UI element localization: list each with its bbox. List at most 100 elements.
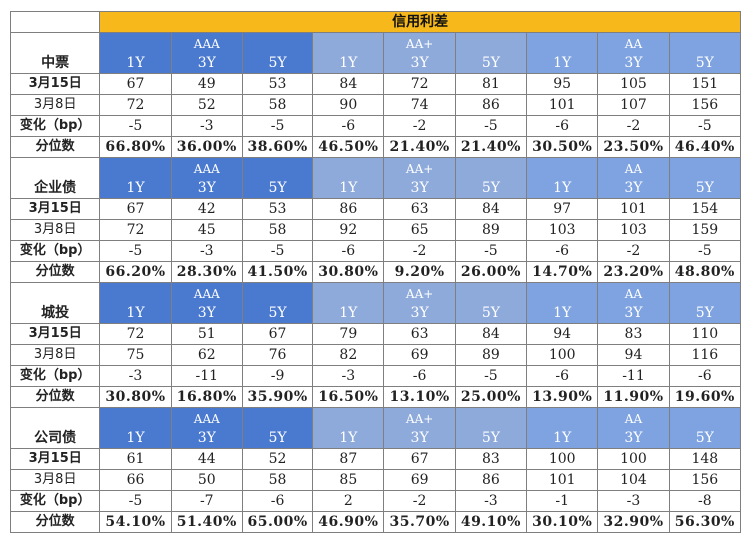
value-cell: 50 — [170, 469, 243, 491]
tenor-label: 5Y — [695, 55, 714, 71]
group-header-row: 公司债 1Y AAA 3Y 5Y 1Y AA+ 3Y 5Y 1Y AA 3Y 5Y — [9, 407, 742, 449]
value-cell: 103 — [526, 219, 599, 241]
value-cell: 72 — [99, 94, 172, 116]
value-cell: 14.70% — [526, 261, 599, 283]
value-cell: 62 — [170, 344, 243, 366]
value-cell: 66.80% — [99, 136, 172, 158]
row-label-current: 3月15日 — [9, 73, 101, 95]
rating-label-spacer — [528, 284, 597, 304]
value-cell: 84 — [312, 73, 385, 95]
tenor-header-aa-1: 1Y — [526, 282, 599, 324]
title-blank-cell — [9, 11, 101, 33]
rating-label-spacer — [101, 159, 170, 179]
rating-label-aa-plus: AA+ — [405, 412, 434, 426]
value-cell: -3 — [597, 490, 670, 512]
value-cell: 30.50% — [526, 136, 599, 158]
value-cell: -6 — [668, 365, 742, 387]
rating-label-spacer — [670, 159, 739, 179]
tenor-header-aa-plus-3: 5Y — [454, 407, 528, 449]
value-cell: 81 — [454, 73, 528, 95]
tenor-header-aa-3: 5Y — [668, 282, 742, 324]
group-name: 城投 — [9, 282, 101, 324]
value-cell: 85 — [312, 469, 385, 491]
value-cell: 30.80% — [99, 386, 172, 408]
tenor-label: 3Y — [410, 180, 429, 196]
value-cell: 75 — [99, 344, 172, 366]
value-cell: 44 — [170, 448, 243, 470]
rating-label-aa-plus: AA+ — [405, 287, 434, 301]
value-cell: 23.20% — [597, 261, 670, 283]
value-cell: 90 — [312, 94, 385, 116]
tenor-label: 1Y — [126, 305, 145, 321]
rating-label-spacer — [101, 34, 170, 54]
value-cell: -6 — [312, 240, 385, 262]
rating-label-spacer — [314, 284, 383, 304]
row-current: 3月15日 72 51 67 79 63 84 94 83 110 — [9, 323, 742, 345]
rating-label-aaa: AAA — [193, 162, 220, 176]
value-cell: -3 — [454, 490, 528, 512]
value-cell: 103 — [597, 219, 670, 241]
tenor-label: 3Y — [624, 55, 643, 71]
value-cell: 74 — [383, 94, 456, 116]
value-cell: -6 — [526, 365, 599, 387]
value-cell: -5 — [99, 240, 172, 262]
tenor-header-aa-3: 5Y — [668, 32, 742, 74]
value-cell: 107 — [597, 94, 670, 116]
tenor-header-aaa-3: 5Y — [241, 157, 314, 199]
value-cell: 28.30% — [170, 261, 243, 283]
row-current: 3月15日 61 44 52 87 67 83 100 100 148 — [9, 448, 742, 470]
tenor-label: 5Y — [481, 180, 500, 196]
rating-label-spacer — [528, 409, 597, 429]
value-cell: 35.70% — [383, 511, 456, 533]
value-cell: 52 — [170, 94, 243, 116]
rating-label-aaa: AAA — [193, 412, 220, 426]
row-label-previous: 3月8日 — [9, 94, 101, 116]
tenor-header-aa-2: AA 3Y — [597, 32, 670, 74]
rating-label-spacer — [314, 159, 383, 179]
row-label-change: 变化（bp） — [9, 365, 101, 387]
value-cell: 54.10% — [99, 511, 172, 533]
value-cell: 94 — [597, 344, 670, 366]
rating-label-aa-plus: AA+ — [405, 37, 434, 51]
value-cell: 86 — [454, 469, 528, 491]
tenor-header-aaa-1: 1Y — [99, 407, 172, 449]
value-cell: -3 — [170, 115, 243, 137]
value-cell: 48.80% — [668, 261, 742, 283]
value-cell: -5 — [668, 115, 742, 137]
tenor-label: 5Y — [695, 180, 714, 196]
row-current: 3月15日 67 49 53 84 72 81 95 105 151 — [9, 73, 742, 95]
value-cell: 53 — [241, 73, 314, 95]
rating-label-spacer — [456, 409, 525, 429]
tenor-label: 3Y — [197, 305, 216, 321]
value-cell: 61 — [99, 448, 172, 470]
value-cell: -5 — [454, 115, 528, 137]
value-cell: 105 — [597, 73, 670, 95]
value-cell: 23.50% — [597, 136, 670, 158]
value-cell: 25.00% — [454, 386, 528, 408]
rating-label-spacer — [243, 409, 311, 429]
value-cell: 154 — [668, 198, 742, 220]
tenor-label: 5Y — [481, 430, 500, 446]
rating-label-spacer — [314, 409, 383, 429]
tenor-header-aa-plus-3: 5Y — [454, 157, 528, 199]
row-label-percentile: 分位数 — [9, 136, 101, 158]
value-cell: 156 — [668, 94, 742, 116]
row-label-current: 3月15日 — [9, 448, 101, 470]
value-cell: 51 — [170, 323, 243, 345]
row-previous: 3月8日 72 52 58 90 74 86 101 107 156 — [9, 94, 742, 116]
rating-label-spacer — [456, 34, 525, 54]
value-cell: 52 — [241, 448, 314, 470]
tenor-label: 3Y — [197, 180, 216, 196]
tenor-header-aa-plus-1: 1Y — [312, 282, 385, 324]
row-label-previous: 3月8日 — [9, 219, 101, 241]
tenor-header-aaa-2: AAA 3Y — [170, 407, 243, 449]
value-cell: 67 — [99, 73, 172, 95]
value-cell: 41.50% — [241, 261, 314, 283]
value-cell: -2 — [383, 115, 456, 137]
value-cell: -7 — [170, 490, 243, 512]
group-header-row: 城投 1Y AAA 3Y 5Y 1Y AA+ 3Y 5Y 1Y AA 3Y 5Y — [9, 282, 742, 324]
value-cell: -11 — [597, 365, 670, 387]
row-change: 变化（bp） -3 -11 -9 -3 -6 -5 -6 -11 -6 — [9, 365, 742, 387]
tenor-label: 5Y — [268, 430, 287, 446]
value-cell: -3 — [99, 365, 172, 387]
